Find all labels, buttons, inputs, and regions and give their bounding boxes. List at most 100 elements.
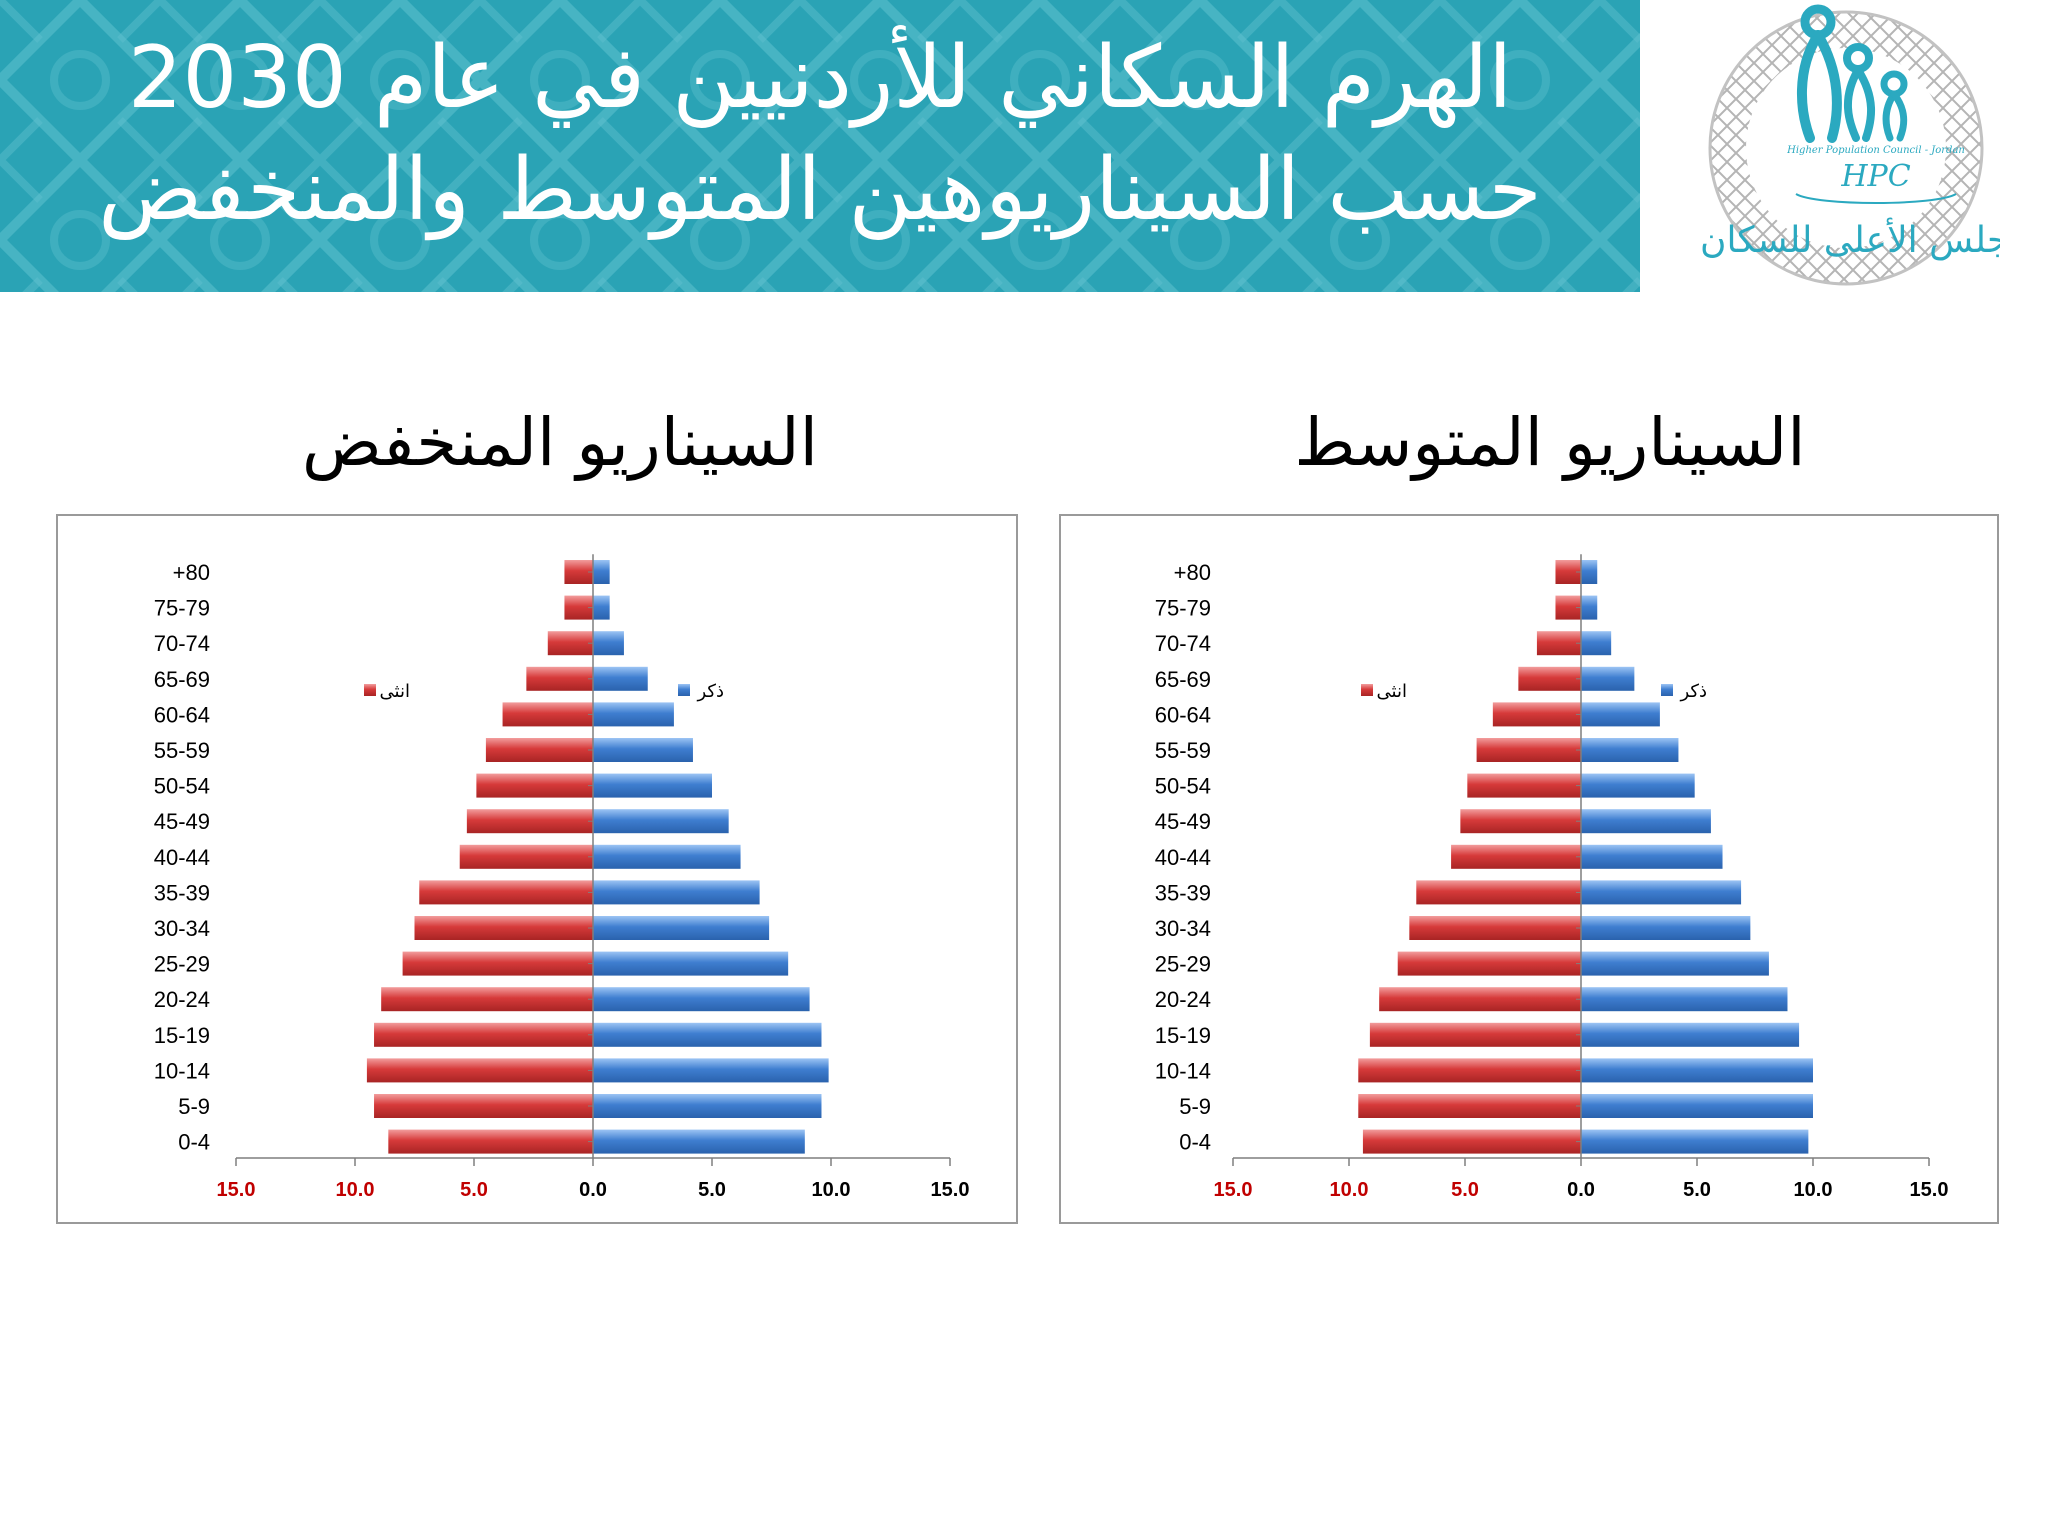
age-group-label: 40-44 bbox=[1155, 845, 1211, 870]
bar-female-30-34 bbox=[414, 916, 593, 940]
bar-male-10-14 bbox=[593, 1058, 829, 1083]
bar-male-20-24 bbox=[593, 987, 810, 1012]
age-group-label: 60-64 bbox=[154, 702, 210, 727]
bar-female-10-14 bbox=[366, 1058, 593, 1083]
bar-female-50-54 bbox=[1467, 773, 1581, 798]
legend-swatch-female bbox=[364, 684, 376, 696]
x-tick-label: 5.0 bbox=[1451, 1179, 1479, 1201]
legend-label-female: انثى bbox=[1377, 681, 1407, 702]
x-tick-label: 10.0 bbox=[812, 1179, 851, 1201]
bar-male-25-29 bbox=[593, 951, 789, 976]
age-group-label: 20-24 bbox=[154, 987, 210, 1012]
bar-female-5-9 bbox=[374, 1094, 593, 1118]
bar-female-30-34 bbox=[1409, 916, 1581, 940]
legend-label-female: انثى bbox=[380, 681, 410, 702]
x-tick-label: 0.0 bbox=[1567, 1179, 1595, 1201]
bar-male-10-14 bbox=[1581, 1058, 1813, 1083]
bar-female-50-54 bbox=[476, 773, 593, 798]
bar-male-60-64 bbox=[593, 702, 674, 727]
legend-swatch-male bbox=[678, 684, 690, 696]
bar-male-45-49 bbox=[593, 809, 729, 834]
bar-female-15-19 bbox=[1369, 1022, 1581, 1047]
age-group-label: 25-29 bbox=[1155, 952, 1211, 977]
bar-male-0-4 bbox=[1581, 1129, 1809, 1154]
age-group-label: 20-24 bbox=[1155, 987, 1211, 1012]
x-tick-label: 15.0 bbox=[1214, 1179, 1253, 1201]
bar-male-30-34 bbox=[1581, 916, 1751, 940]
age-group-label: 50-54 bbox=[154, 774, 210, 799]
bar-male-40-44 bbox=[593, 844, 741, 869]
bar-male-+80 bbox=[1581, 560, 1598, 584]
bar-female-55-59 bbox=[1476, 738, 1581, 762]
logo-hpc-text: HPC bbox=[1840, 159, 1910, 194]
hpc-logo-icon: Higher Population Council - Jordan HPC ا… bbox=[1700, 4, 2000, 286]
x-tick-label: 5.0 bbox=[698, 1179, 726, 1201]
bar-male-50-54 bbox=[1581, 773, 1695, 798]
banner-pattern bbox=[0, 0, 1640, 292]
bar-female-0-4 bbox=[1362, 1129, 1581, 1154]
age-group-label: 25-29 bbox=[154, 952, 210, 977]
age-group-label: 35-39 bbox=[154, 880, 210, 905]
bar-male-65-69 bbox=[1581, 666, 1635, 691]
age-group-label: 45-49 bbox=[154, 809, 210, 834]
bar-male-70-74 bbox=[593, 631, 624, 656]
bar-female-20-24 bbox=[1379, 987, 1581, 1012]
age-group-label: 55-59 bbox=[154, 738, 210, 763]
bar-male-55-59 bbox=[1581, 738, 1679, 762]
bar-female-10-14 bbox=[1358, 1058, 1581, 1083]
x-tick-label: 10.0 bbox=[336, 1179, 375, 1201]
age-group-label: 55-59 bbox=[1155, 738, 1211, 763]
age-group-label: +80 bbox=[173, 560, 210, 585]
bar-male-+80 bbox=[593, 560, 610, 584]
age-group-label: 70-74 bbox=[154, 631, 210, 656]
age-group-label: 40-44 bbox=[154, 845, 210, 870]
bar-male-45-49 bbox=[1581, 809, 1711, 834]
bar-female-0-4 bbox=[388, 1129, 593, 1154]
bar-male-25-29 bbox=[1581, 951, 1769, 976]
legend-label-male: ذكر bbox=[1679, 681, 1707, 702]
age-group-label: 35-39 bbox=[1155, 880, 1211, 905]
logo-english-text: Higher Population Council - Jordan bbox=[1786, 145, 1965, 156]
age-group-label: 60-64 bbox=[1155, 702, 1211, 727]
bar-male-75-79 bbox=[1581, 595, 1598, 620]
x-tick-label: 15.0 bbox=[217, 1179, 256, 1201]
bar-male-65-69 bbox=[593, 666, 648, 691]
bar-male-70-74 bbox=[1581, 631, 1612, 656]
bar-female-35-39 bbox=[1416, 880, 1581, 905]
age-group-label: 75-79 bbox=[1155, 596, 1211, 621]
age-group-label: 5-9 bbox=[178, 1094, 210, 1119]
bar-female-40-44 bbox=[459, 844, 593, 869]
x-tick-label: 10.0 bbox=[1330, 1179, 1369, 1201]
age-group-label: 65-69 bbox=[154, 667, 210, 692]
bar-female-65-69 bbox=[1518, 666, 1581, 691]
x-tick-label: 15.0 bbox=[931, 1179, 970, 1201]
bar-female-25-29 bbox=[1397, 951, 1581, 976]
bar-female-15-19 bbox=[374, 1022, 593, 1047]
bar-male-40-44 bbox=[1581, 844, 1723, 869]
bar-female-45-49 bbox=[1460, 809, 1581, 834]
bar-female-20-24 bbox=[381, 987, 593, 1012]
bar-female-55-59 bbox=[485, 738, 593, 762]
bar-male-35-39 bbox=[1581, 880, 1742, 905]
age-group-label: 0-4 bbox=[178, 1130, 210, 1155]
bar-female-60-64 bbox=[1492, 702, 1581, 727]
bar-female-70-74 bbox=[547, 631, 593, 656]
bar-female-70-74 bbox=[1536, 631, 1581, 656]
legend-swatch-male bbox=[1661, 684, 1673, 696]
bar-male-75-79 bbox=[593, 595, 610, 620]
age-group-label: 50-54 bbox=[1155, 774, 1211, 799]
age-group-label: 5-9 bbox=[1179, 1094, 1211, 1119]
age-group-label: +80 bbox=[1174, 560, 1211, 585]
age-group-label: 0-4 bbox=[1179, 1130, 1211, 1155]
x-tick-label: 5.0 bbox=[460, 1179, 488, 1201]
bar-female-60-64 bbox=[502, 702, 593, 727]
page-title: الهرم السكاني للأردنيين في عام 2030 حسب … bbox=[98, 28, 1542, 240]
bar-female-35-39 bbox=[419, 880, 593, 905]
age-group-label: 15-19 bbox=[1155, 1023, 1211, 1048]
logo-arabic-text: المجلس الأعلى للسكان bbox=[1700, 217, 2000, 261]
age-group-label: 45-49 bbox=[1155, 809, 1211, 834]
age-group-label: 30-34 bbox=[1155, 916, 1211, 941]
x-tick-label: 10.0 bbox=[1794, 1179, 1833, 1201]
bar-female-45-49 bbox=[466, 809, 593, 834]
bar-male-5-9 bbox=[593, 1094, 822, 1118]
